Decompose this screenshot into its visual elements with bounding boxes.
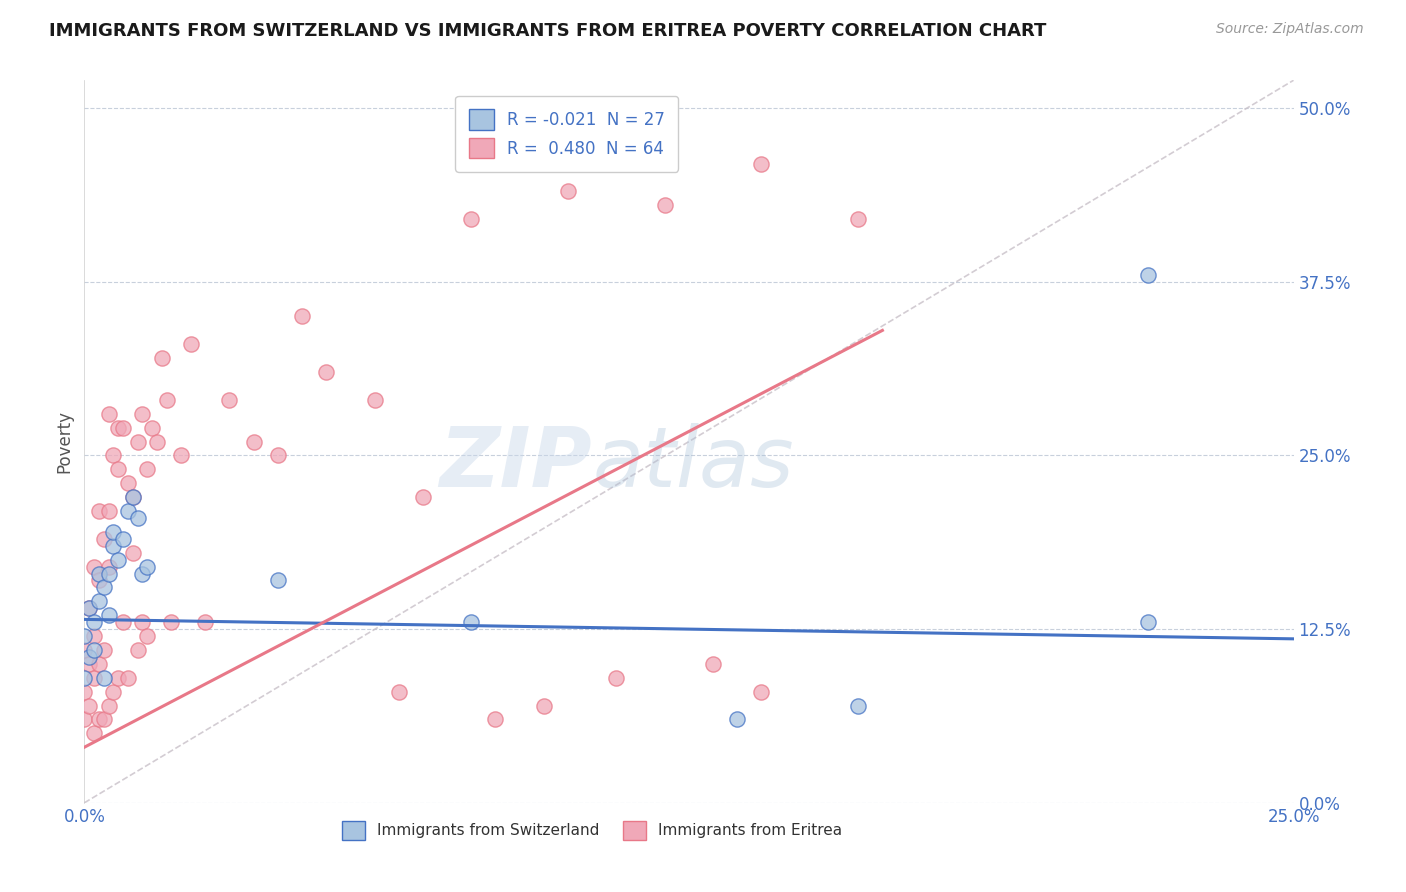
Point [155,392,177,407]
Point [87,713,110,727]
Point [107,462,129,476]
Point [112,532,135,546]
Point [93,713,115,727]
Point [412,490,434,504]
Point [180,337,202,351]
Point [846,212,869,227]
Point [751,684,773,698]
Point [131,407,153,421]
Point [97,559,120,574]
Point [267,574,290,588]
Point [87,574,110,588]
Point [87,594,110,608]
Point [267,449,290,463]
Point [97,566,120,581]
Point [97,504,120,518]
Point [388,684,411,698]
Point [136,462,159,476]
Point [117,504,139,518]
Point [218,392,240,407]
Point [103,449,125,463]
Point [112,615,135,630]
Point [1137,615,1160,630]
Point [127,511,149,525]
Point [170,449,193,463]
Point [117,476,139,491]
Text: Source: ZipAtlas.com: Source: ZipAtlas.com [1216,22,1364,37]
Point [725,713,748,727]
Point [97,608,120,623]
Point [93,581,115,595]
Point [77,649,100,664]
Point [150,351,173,366]
Point [87,566,110,581]
Text: atlas: atlas [592,423,794,504]
Point [107,671,129,685]
Point [83,643,105,657]
Point [97,698,120,713]
Point [103,524,125,539]
Point [121,490,143,504]
Point [112,420,135,434]
Point [103,539,125,553]
Point [460,212,482,227]
Point [484,713,506,727]
Point [87,657,110,671]
Point [846,698,869,713]
Point [83,726,105,740]
Point [93,643,115,657]
Point [160,615,183,630]
Point [557,185,579,199]
Point [93,532,115,546]
Point [127,643,149,657]
Point [363,392,385,407]
Point [77,601,100,615]
Point [702,657,724,671]
Point [83,629,105,643]
Point [315,365,337,379]
Point [83,559,105,574]
Point [103,684,125,698]
Point [131,615,153,630]
Point [77,601,100,615]
Text: IMMIGRANTS FROM SWITZERLAND VS IMMIGRANTS FROM ERITREA POVERTY CORRELATION CHART: IMMIGRANTS FROM SWITZERLAND VS IMMIGRANT… [49,22,1046,40]
Point [1137,268,1160,282]
Text: ZIP: ZIP [440,423,592,504]
Point [87,504,110,518]
Point [194,615,217,630]
Point [127,434,149,449]
Point [77,698,100,713]
Point [93,671,115,685]
Point [605,671,627,685]
Point [97,407,120,421]
Legend: Immigrants from Switzerland, Immigrants from Eritrea: Immigrants from Switzerland, Immigrants … [336,815,848,846]
Point [77,657,100,671]
Point [73,684,96,698]
Point [121,546,143,560]
Point [131,566,153,581]
Point [121,490,143,504]
Point [117,671,139,685]
Y-axis label: Poverty: Poverty [55,410,73,473]
Point [73,713,96,727]
Point [242,434,264,449]
Point [533,698,555,713]
Point [107,552,129,566]
Point [141,420,163,434]
Point [73,671,96,685]
Point [83,615,105,630]
Point [654,198,676,212]
Point [136,559,159,574]
Point [136,629,159,643]
Point [291,310,314,324]
Point [751,156,773,170]
Point [460,615,482,630]
Point [146,434,169,449]
Point [107,420,129,434]
Point [83,671,105,685]
Point [73,643,96,657]
Point [73,629,96,643]
